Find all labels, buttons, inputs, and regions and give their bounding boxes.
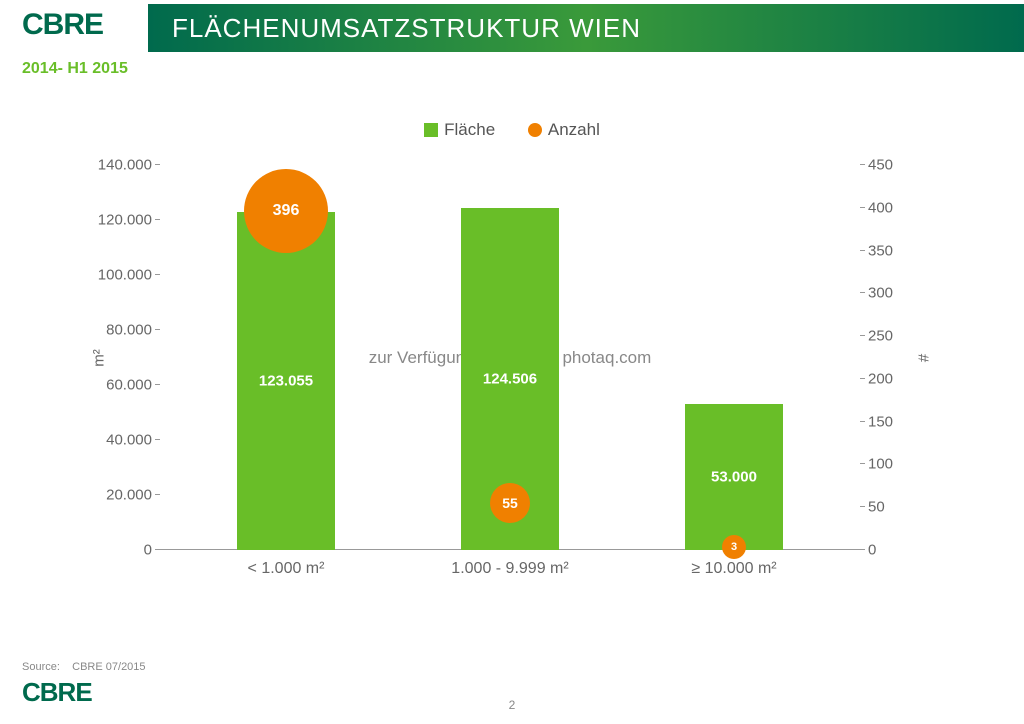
y-left-tickmark	[155, 164, 160, 165]
bar: 53.000	[685, 404, 783, 550]
bar-value-label: 53.000	[711, 469, 757, 486]
y-left-tickmark	[155, 219, 160, 220]
x-category-label: 1.000 - 9.999 m²	[451, 550, 568, 578]
legend-item-anzahl: Anzahl	[528, 120, 600, 140]
title-bar: FLÄCHENUMSATZSTRUKTUR WIEN	[148, 4, 1024, 52]
y-right-tickmark	[860, 378, 865, 379]
y-right-tickmark	[860, 421, 865, 422]
y-right-tickmark	[860, 463, 865, 464]
y-left-tick: 120.000	[98, 212, 160, 229]
page-title: FLÄCHENUMSATZSTRUKTUR WIEN	[172, 13, 641, 44]
y-right-tick: 300	[860, 285, 893, 302]
legend-item-flache: Fläche	[424, 120, 495, 140]
logo-top: CBRE	[0, 0, 148, 42]
y-left-tick: 100.000	[98, 267, 160, 284]
plot-area: m² # zur Verfügung gestellt für photaq.c…	[160, 165, 860, 550]
y-right-tick: 0	[860, 542, 876, 559]
legend-label-flache: Fläche	[444, 120, 495, 140]
y-left-tickmark	[155, 329, 160, 330]
y-left-tick: 140.000	[98, 157, 160, 174]
bar-value-label: 124.506	[483, 370, 537, 387]
marker-dot: 396	[244, 169, 328, 253]
marker-dot: 3	[722, 535, 746, 559]
y-right-tickmark	[860, 549, 865, 550]
y-right-axis-label: #	[915, 353, 932, 361]
y-right-tick: 350	[860, 242, 893, 259]
y-right-tick: 50	[860, 499, 885, 516]
y-right-tick: 400	[860, 199, 893, 216]
y-left-tick: 20.000	[106, 487, 160, 504]
y-right-tick: 250	[860, 328, 893, 345]
source-value: CBRE 07/2015	[72, 661, 145, 673]
y-right-tick: 150	[860, 413, 893, 430]
legend-label-anzahl: Anzahl	[548, 120, 600, 140]
y-right-tickmark	[860, 207, 865, 208]
y-left-axis-label: m²	[90, 349, 107, 367]
source-label: Source:	[22, 661, 60, 673]
y-right-tick: 450	[860, 157, 893, 174]
y-right-tickmark	[860, 506, 865, 507]
legend-dot-icon	[528, 123, 542, 137]
y-left-tickmark	[155, 439, 160, 440]
y-right-tickmark	[860, 250, 865, 251]
y-left-tickmark	[155, 549, 160, 550]
y-right-tickmark	[860, 164, 865, 165]
subhead: 2014- H1 2015	[0, 60, 1024, 78]
y-left-tick: 0	[144, 542, 160, 559]
logo-text: CBRE	[22, 8, 148, 42]
y-right-tick: 100	[860, 456, 893, 473]
y-left-tickmark	[155, 384, 160, 385]
logo-bottom: CBRE	[22, 677, 146, 708]
header-row: CBRE FLÄCHENUMSATZSTRUKTUR WIEN	[0, 0, 1024, 58]
x-category-label: < 1.000 m²	[248, 550, 325, 578]
y-left-tick: 80.000	[106, 322, 160, 339]
bar-value-label: 123.055	[259, 372, 313, 389]
y-right-tickmark	[860, 335, 865, 336]
y-right-tick: 200	[860, 370, 893, 387]
y-left-tick: 60.000	[106, 377, 160, 394]
footer: Source: CBRE 07/2015 CBRE	[22, 661, 146, 708]
page-number: 2	[509, 698, 516, 712]
y-left-tick: 40.000	[106, 432, 160, 449]
y-left-tickmark	[155, 494, 160, 495]
y-left-tickmark	[155, 274, 160, 275]
chart: Fläche Anzahl m² # zur Verfügung gestell…	[70, 120, 954, 590]
legend: Fläche Anzahl	[70, 120, 954, 142]
marker-dot: 55	[490, 483, 530, 523]
bar: 123.055	[237, 212, 335, 550]
y-right-tickmark	[860, 292, 865, 293]
legend-square-icon	[424, 123, 438, 137]
